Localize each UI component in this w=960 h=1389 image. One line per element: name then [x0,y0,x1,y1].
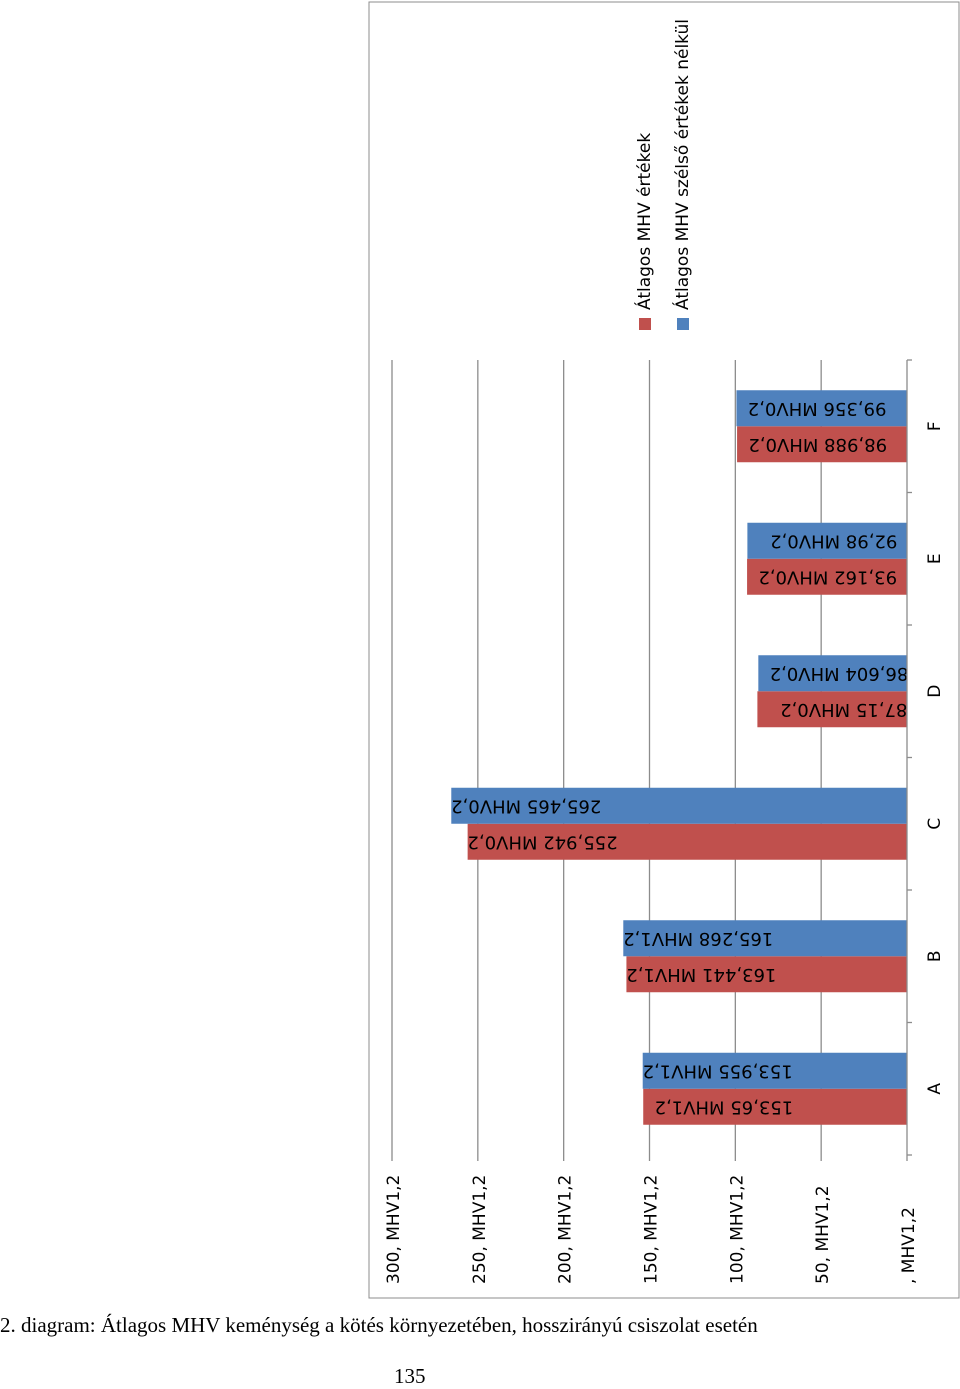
bar-mean-trimmed-B [623,920,907,957]
y-tick-label: 250, MHV1,2 [470,1175,490,1284]
bar-mean-trimmed-A [642,1052,907,1089]
legend-label: Átlagos MHV értékek [633,133,655,310]
y-tick-label: 50, MHV1,2 [813,1185,833,1284]
category-label: C [925,818,945,830]
data-label: 99,356 MHV0,2 [748,398,887,419]
data-label: 153,65 MHV1,2 [655,1096,794,1117]
bar-mean-trimmed-F [736,390,907,427]
legend-label: Átlagos MHV szélső értékek nélkül [671,19,693,310]
data-label: 86,604 MHV0,2 [770,663,909,684]
y-tick-label: 150, MHV1,2 [642,1175,662,1284]
data-label: 255,942 MHV0,2 [467,831,617,852]
category-label: D [925,685,945,698]
y-tick-label: , MHV1,2 [899,1207,919,1284]
bar-mean-trimmed-E [747,522,907,559]
data-label: 87,15 MHV0,2 [780,699,907,720]
legend-swatch [639,318,651,330]
bar-mean-C [467,823,907,860]
figure-caption: 2. diagram: Átlagos MHV keménység a köté… [0,1313,758,1337]
y-tick-label: 100, MHV1,2 [727,1175,747,1284]
data-label: 265,465 MHV0,2 [451,795,601,816]
bar-mean-B [626,956,907,993]
data-label: 165,268 MHV1,2 [623,928,773,949]
data-label: 98,988 MHV0,2 [748,434,887,455]
bar-mean-trimmed-D [758,655,907,692]
data-label: 163,441 MHV1,2 [626,964,776,985]
bar-mean-F [737,426,907,463]
y-tick-label: 300, MHV1,2 [384,1175,404,1284]
category-label: F [925,421,945,431]
bar-mean-D [757,691,907,728]
category-label: B [925,950,945,962]
page-number: 135 [394,1364,426,1388]
data-label: 153,955 MHV1,2 [643,1060,793,1081]
category-label: E [925,553,945,564]
bar-mean-trimmed-C [451,787,907,824]
category-label: A [925,1083,945,1095]
y-tick-label: 200, MHV1,2 [556,1175,576,1284]
bar-mean-E [747,558,907,595]
data-label: 92,98 MHV0,2 [770,530,897,551]
chart: 153,65 MHV1,2 163,441 MHV1,2 255,942 MHV0,… [368,1,960,1299]
bar-mean-A [643,1088,907,1125]
legend-swatch [677,318,689,330]
data-label: 93,162 MHV0,2 [758,566,897,587]
